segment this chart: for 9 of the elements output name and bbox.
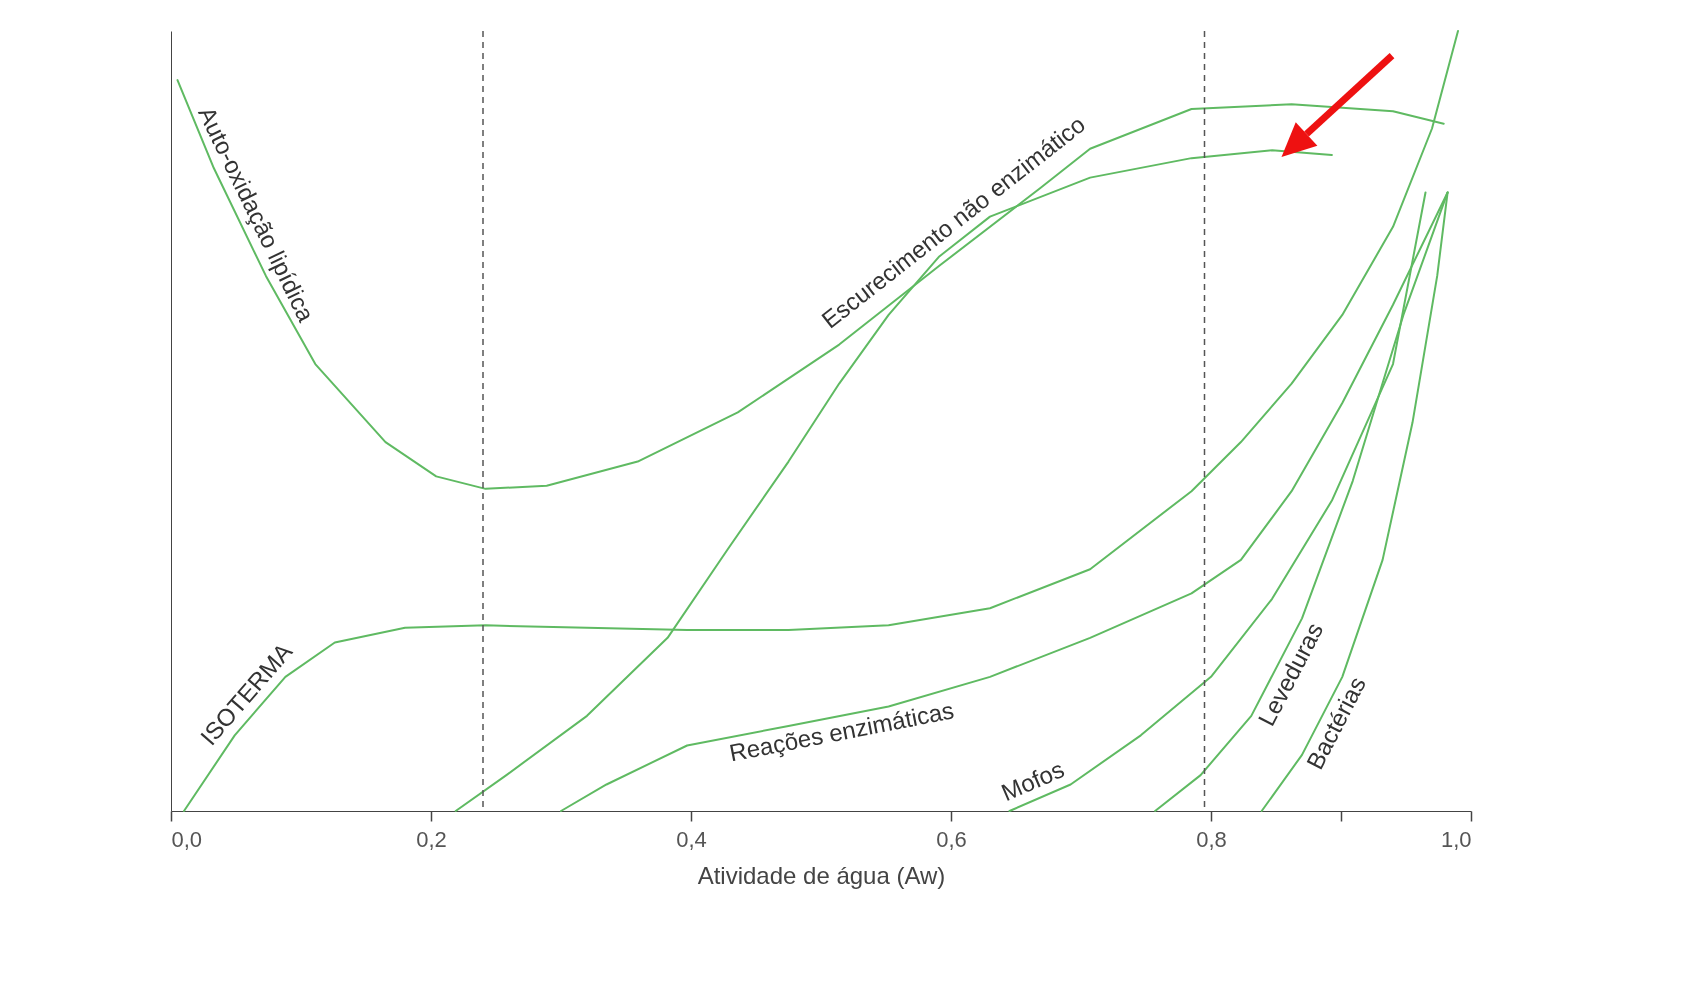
text: Reações enzimáticas <box>726 696 957 767</box>
x-tick-label: 0,2 <box>416 826 447 852</box>
x-tick-label: 0,8 <box>1196 826 1227 852</box>
x-tick-label: 1,0 <box>1440 826 1472 852</box>
x-tick-label: 0,6 <box>936 826 967 852</box>
x-tick-label: 0,4 <box>676 826 707 852</box>
x-axis-title: Atividade de água (Aw) <box>697 861 946 889</box>
text: Mofos <box>997 755 1069 807</box>
x-tick-label: 0,0 <box>171 826 203 852</box>
